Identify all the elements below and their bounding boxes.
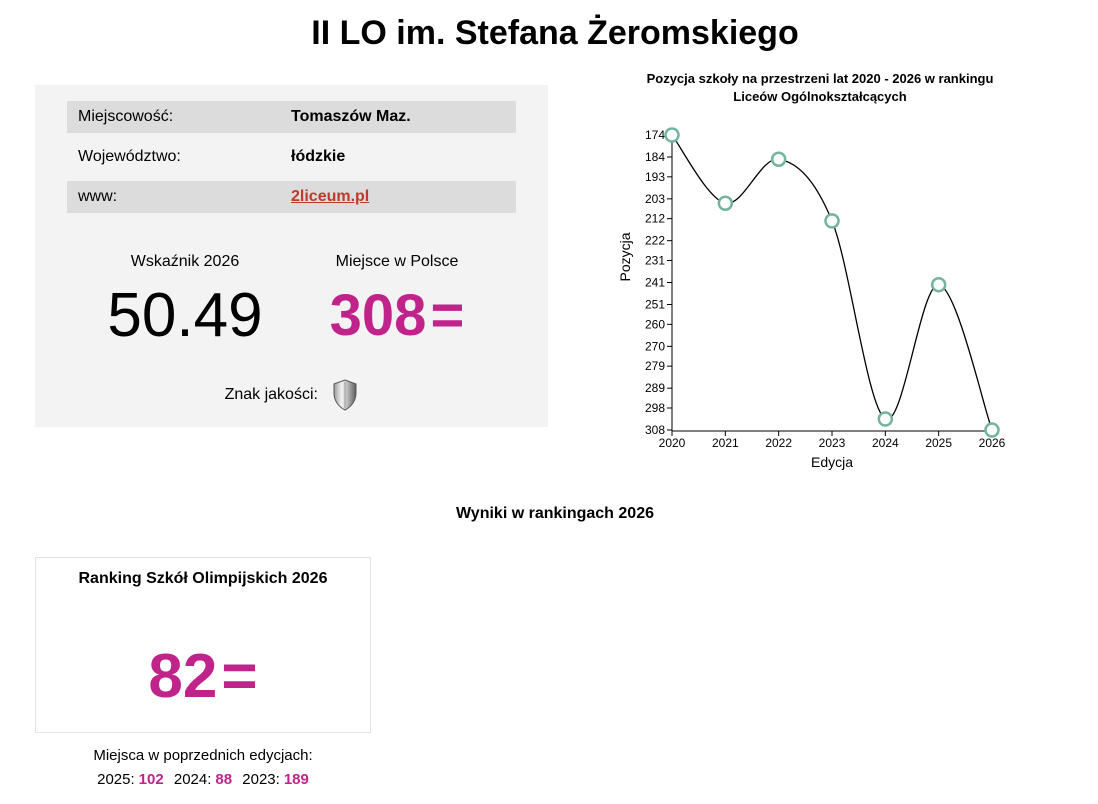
x-tick-label: 2026 [979, 436, 1006, 450]
x-tick-label: 2024 [872, 436, 899, 450]
y-tick-label: 184 [645, 150, 665, 164]
prev-rank-2024: 88 [215, 771, 233, 788]
voivodeship-value: łódzkie [291, 148, 346, 165]
chart-title: Pozycja szkoły na przestrzeni lat 2020 -… [646, 71, 994, 104]
indicator-stat: Wskaźnik 2026 50.49 [85, 253, 285, 351]
data-point-2022[interactable] [770, 151, 787, 167]
data-point-2024[interactable] [877, 411, 894, 427]
indicator-value: 50.49 [107, 281, 263, 350]
prev-rank-2025: 102 [138, 771, 164, 788]
prev-year-2024: 2024: [173, 771, 212, 788]
poland-rank-display: 308= [297, 281, 497, 351]
x-axis-label: Edycja [811, 454, 853, 470]
x-tick-label: 2023 [819, 436, 846, 450]
y-axis-label: Pozycja [617, 232, 633, 281]
quality-label: Znak jakości: [224, 386, 318, 404]
data-point-2020[interactable] [664, 127, 680, 143]
y-tick-label: 203 [645, 192, 665, 206]
shield-icon [332, 379, 358, 411]
city-value: Tomaszów Maz. [291, 108, 411, 125]
y-tick-label: 212 [645, 212, 665, 226]
prev-year-2023: 2023: [242, 771, 280, 788]
www-label: www: [78, 188, 118, 205]
olympic-rank-suffix: = [221, 642, 258, 711]
poland-rank-stat: Miejsce w Polsce 308= [297, 253, 497, 351]
y-tick-label: 279 [645, 359, 665, 373]
data-point-2025[interactable] [930, 276, 947, 293]
school-info-card: Miejscowość: Tomaszów Maz. Województwo: … [35, 85, 548, 427]
indicator-label: Wskaźnik 2026 [130, 253, 240, 270]
olympic-ranking-card[interactable]: Ranking Szkół Olimpijskich 2026 82= [35, 557, 371, 733]
y-tick-label: 289 [645, 381, 665, 395]
quality-mark: Znak jakości: [35, 379, 548, 411]
prev-rank-2023: 189 [283, 771, 309, 788]
data-point-2026[interactable] [984, 422, 1000, 438]
results-title: Wyniki w rankingach 2026 [455, 505, 654, 522]
city-label: Miejscowość: [78, 108, 174, 125]
olympic-rank-value: 82 [148, 642, 218, 711]
poland-rank-suffix: = [430, 283, 465, 348]
y-tick-label: 260 [645, 317, 665, 331]
olympic-ranking-title: Ranking Szkół Olimpijskich 2026 [78, 570, 328, 587]
y-tick-label: 251 [645, 298, 665, 312]
chart-svg: 174 184 193 203 212 222 231 241 251 260 270 279 289 2… [617, 127, 1006, 470]
previous-editions-label: Miejsca w poprzednich edycjach: [93, 747, 313, 764]
y-tick-label: 222 [645, 234, 665, 248]
x-tick-label: 2021 [712, 436, 739, 450]
website-link[interactable]: 2liceum.pl [291, 188, 370, 205]
info-row-www: www: 2liceum.pl [67, 181, 516, 213]
poland-rank-value: 308 [329, 283, 427, 348]
y-tick-label: 270 [645, 339, 665, 353]
position-chart: Pozycja szkoły na przestrzeni lat 2020 -… [600, 66, 1060, 486]
y-tick-label: 174 [645, 128, 665, 142]
y-tick-label: 193 [645, 170, 665, 184]
y-tick-label: 308 [645, 423, 665, 437]
voivodeship-label: Województwo: [78, 148, 181, 165]
olympic-ranking-display: 82= [36, 642, 370, 712]
y-tick-label: 298 [645, 401, 665, 415]
previous-editions: Miejsca w poprzednich edycjach: 2025: 102… [35, 744, 371, 792]
data-point-2023[interactable] [824, 213, 840, 229]
page-title: II LO im. Stefana Żeromskiego [311, 14, 799, 52]
previous-editions-list: 2025: 102 2024: 88 2023: 189 [35, 768, 371, 792]
x-tick-label: 2025 [925, 436, 952, 450]
info-row-city: Miejscowość: Tomaszów Maz. [67, 101, 516, 133]
data-point-2021[interactable] [717, 195, 734, 211]
poland-rank-label: Miejsce w Polsce [335, 253, 459, 270]
prev-year-2025: 2025: [97, 771, 135, 788]
y-tick-label: 231 [645, 253, 665, 267]
y-tick-label: 241 [645, 276, 665, 290]
info-row-voivodeship: Województwo: łódzkie [67, 141, 516, 173]
x-tick-label: 2020 [659, 436, 686, 450]
x-tick-label: 2022 [765, 436, 792, 450]
